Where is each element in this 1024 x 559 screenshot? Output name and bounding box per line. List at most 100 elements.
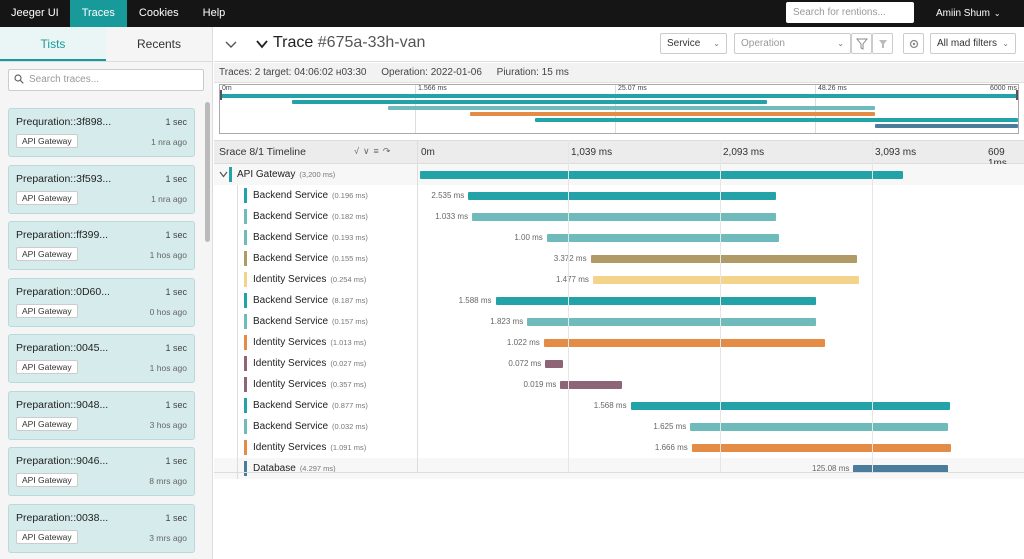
trace-card[interactable]: Preparation::9048... 1 sec API Gateway 3 ho… [8, 391, 195, 440]
tab-recents[interactable]: Recents [136, 37, 182, 51]
sort-icon[interactable]: √ [354, 146, 363, 156]
minimap-range-handle[interactable] [1016, 90, 1018, 100]
service-badge: API Gateway [16, 247, 78, 261]
span-bar[interactable] [472, 213, 776, 221]
span-duration: (0.196 ms) [332, 191, 368, 200]
settings-button[interactable] [903, 33, 924, 54]
scrollbar[interactable] [204, 100, 210, 559]
timeline-tick: 609 1ms [988, 147, 1007, 169]
trace-search-input[interactable]: Search traces... [8, 69, 204, 91]
span-duration: (0.157 ms) [332, 317, 368, 326]
user-menu[interactable]: Amіin Shum ⌄ [936, 0, 1001, 27]
service-color-marker [244, 377, 247, 392]
nav-help[interactable]: Help [202, 7, 226, 19]
trace-card[interactable]: Preparation::0D60... 1 sec API Gateway 0 ho… [8, 278, 195, 327]
tab-lists[interactable]: Tists [0, 27, 106, 61]
filters-select[interactable]: All mad filters ⌄ [930, 33, 1016, 54]
search-placeholder: Search traces... [29, 74, 100, 85]
span-bar[interactable] [545, 360, 563, 368]
nav-cookies[interactable]: Cookies [138, 7, 179, 19]
service-color-marker [244, 272, 247, 287]
trace-minimap[interactable]: 0m 1.566 ms 25.07 ms 48.26 ms 6000 ms [219, 84, 1019, 134]
span-duration-label: 1.625 ms [653, 422, 687, 431]
service-select[interactable]: Service ⌄ [660, 33, 727, 54]
collapse-icon[interactable]: ∨ [362, 146, 374, 156]
trace-card-duration: 1 sec [165, 456, 187, 466]
timeline-divider[interactable] [417, 140, 418, 472]
span-service-label: Backend Service (0.877 ms) [253, 395, 368, 416]
minimap-range-handle[interactable] [220, 90, 222, 100]
menu-icon[interactable]: ≡ [373, 146, 383, 156]
span-row[interactable]: Database (4.297 ms) 125.08 ms [214, 458, 1024, 479]
span-row[interactable]: Backend Service (0.196 ms) 2.535 ms [214, 185, 1024, 206]
span-row[interactable]: Backend Service (0.193 ms) 1.00 ms [214, 227, 1024, 248]
span-row[interactable]: Backend Service (8.187 ms) 1.588 ms [214, 290, 1024, 311]
span-bar[interactable] [543, 339, 825, 347]
span-service-label: Backend Service (8.187 ms) [253, 290, 368, 311]
trace-card-title: Prequration::3f898... [16, 116, 112, 128]
operation-select[interactable]: Operation ⌄ [734, 33, 851, 54]
trace-card[interactable]: Preparation::3f593... 1 sec API Gateway 1 n… [8, 165, 195, 214]
span-duration-label: 3.372 ms [553, 254, 587, 263]
chevron-down-icon[interactable] [219, 170, 228, 179]
nav-search-input[interactable]: Search for rentions... [786, 2, 914, 23]
expand-icon[interactable]: ↷ [382, 146, 395, 156]
collapse-sidebar-icon[interactable] [224, 37, 238, 51]
span-row[interactable]: Identity Services (0.254 ms) 1.477 ms [214, 269, 1024, 290]
filter-button[interactable] [851, 33, 872, 54]
span-bar[interactable] [690, 423, 949, 431]
trace-card[interactable]: Prequration::3f898... 1 sec API Gateway 1 n… [8, 108, 195, 157]
nav-traces[interactable]: Traces [69, 0, 127, 27]
span-row[interactable]: Backend Service (0.157 ms) 1.823 ms [214, 311, 1024, 332]
trace-card[interactable]: Preparation::0038... 1 sec API Gateway 3 mr… [8, 504, 195, 553]
trace-card-duration: 1 sec [165, 343, 187, 353]
minimap-tick: 1.566 ms [418, 85, 447, 92]
tree-indent-line [237, 353, 238, 374]
span-duration: (0.357 ms) [330, 380, 367, 389]
span-duration-label: 1.588 ms [458, 296, 492, 305]
trace-card-time: 3 hos ago [149, 420, 187, 430]
span-bar[interactable] [691, 444, 952, 452]
span-row[interactable]: Backend Service (0.182 ms) 1.033 ms [214, 206, 1024, 227]
span-duration-label: 1.568 ms [593, 401, 627, 410]
span-bar[interactable] [630, 402, 950, 410]
service-badge: API Gateway [16, 473, 78, 487]
span-row[interactable]: Identity Services (0.027 ms) 0.072 ms [214, 353, 1024, 374]
service-color-marker [244, 293, 247, 308]
span-service-label: Identity Services (1.013 ms) [253, 332, 366, 353]
span-row[interactable]: Identity Services (1.013 ms) 1.022 ms [214, 332, 1024, 353]
span-bar[interactable] [527, 318, 817, 326]
chevron-down-icon: ⌄ [713, 39, 720, 48]
timeline-controls[interactable]: √∨≡↷ [354, 146, 394, 157]
trace-card[interactable]: Preparation::9046... 1 sec API Gateway 8 mr… [8, 447, 195, 496]
span-bar[interactable] [560, 381, 623, 389]
span-service-label: Identity Services (1.091 ms) [253, 437, 366, 458]
filter-icon [856, 38, 868, 50]
trace-card[interactable]: Preparation::0045... 1 sec API Gateway 1 ho… [8, 334, 195, 383]
tree-indent-line [237, 206, 238, 227]
span-bar[interactable] [495, 297, 816, 305]
span-bar[interactable] [420, 171, 904, 179]
minimap-tick: 48.26 ms [818, 85, 847, 92]
span-row[interactable]: Backend Service (0.877 ms) 1.568 ms [214, 395, 1024, 416]
chevron-down-icon[interactable] [256, 38, 268, 50]
span-row[interactable]: Backend Service (0.155 ms) 3.372 ms [214, 248, 1024, 269]
filter-toggle-button[interactable] [872, 33, 893, 54]
span-bar[interactable] [853, 465, 949, 473]
span-bar[interactable] [590, 255, 858, 263]
span-duration-label: 2.535 ms [431, 191, 465, 200]
span-bar[interactable] [592, 276, 860, 284]
service-color-marker [229, 167, 232, 182]
filter-toggle-icon [879, 40, 887, 48]
span-bar[interactable] [546, 234, 779, 242]
trace-card[interactable]: Preparation::ff399... 1 sec API Gateway 1 h… [8, 221, 195, 270]
span-row[interactable]: Identity Services (1.091 ms) 1.666 ms [214, 437, 1024, 458]
brand-logo[interactable]: Jeeger UI [11, 7, 59, 19]
span-bar[interactable] [468, 192, 777, 200]
tree-indent-line [237, 374, 238, 395]
span-row[interactable]: Identity Services (0.357 ms) 0.019 ms [214, 374, 1024, 395]
root-span-row[interactable]: API Gateway (3,200 ms) [214, 164, 1024, 185]
scrollbar-thumb[interactable] [205, 102, 210, 242]
timeline-header: Srace 8/1 Timeline √∨≡↷ 0m 1,039 ms 2,09… [214, 140, 1024, 169]
span-row[interactable]: Backend Service (0.032 ms) 1.625 ms [214, 416, 1024, 437]
